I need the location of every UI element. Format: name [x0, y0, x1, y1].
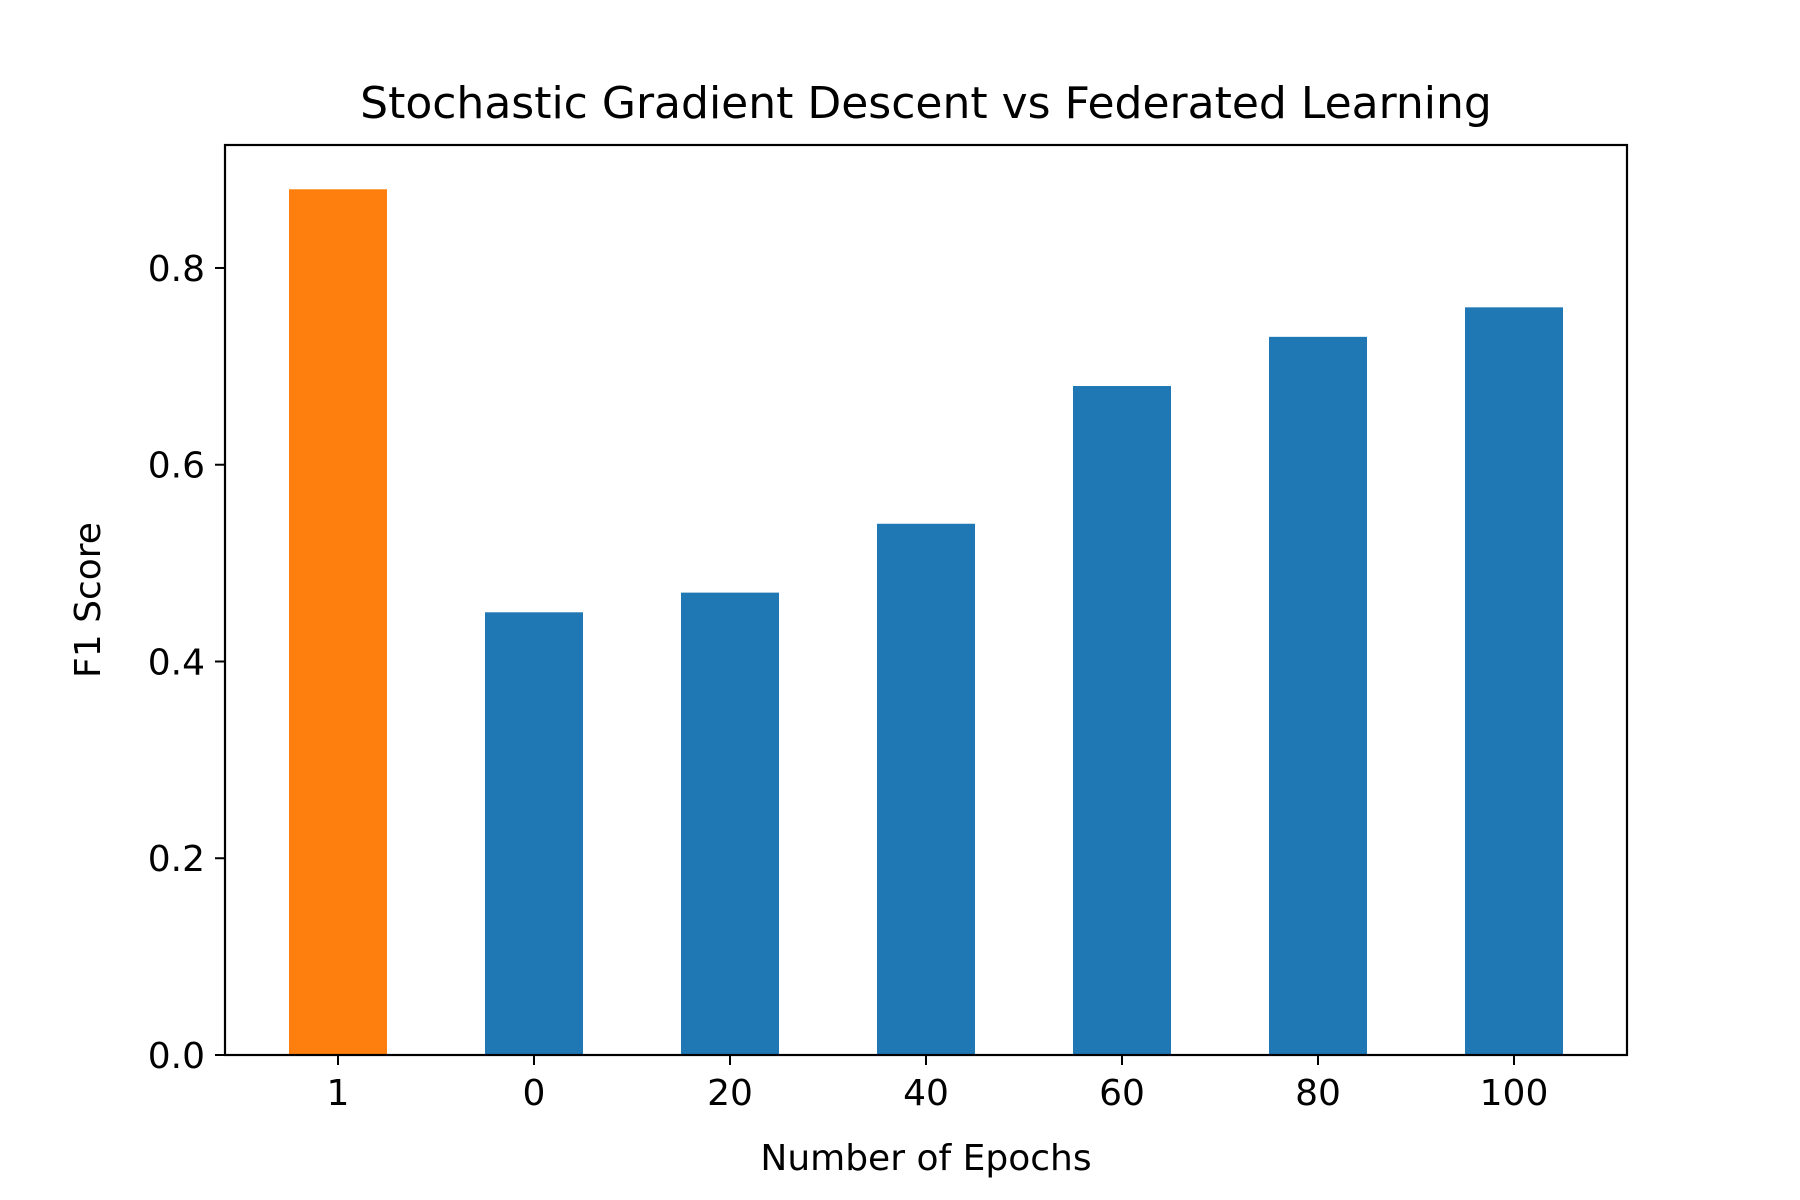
bar-1 [289, 189, 387, 1055]
bar-40 [877, 523, 975, 1055]
y-tick-label: 0.6 [148, 446, 205, 487]
bar-0 [485, 612, 583, 1055]
bars [289, 189, 1563, 1055]
x-axis: 1 0 20 40 60 80 100 [327, 1055, 1549, 1114]
x-tick-label: 100 [1480, 1073, 1549, 1114]
x-tick-label: 80 [1295, 1073, 1341, 1114]
x-tick-label: 40 [903, 1073, 949, 1114]
bar-100 [1465, 307, 1563, 1055]
x-tick-label: 0 [523, 1073, 546, 1114]
bar-60 [1073, 386, 1171, 1055]
x-tick-label: 60 [1099, 1073, 1145, 1114]
x-axis-label: Number of Epochs [760, 1138, 1091, 1179]
y-axis-label: F1 Score [68, 522, 109, 678]
plot-area [223, 143, 1629, 1057]
x-tick-label: 1 [327, 1073, 350, 1114]
x-tick-label: 20 [707, 1073, 753, 1114]
bar-80 [1269, 336, 1367, 1055]
chart-title: Stochastic Gradient Descent vs Federated… [360, 78, 1492, 129]
bar-20 [681, 592, 779, 1055]
y-tick-label: 0.4 [148, 642, 205, 683]
y-tick-label: 0.8 [148, 249, 205, 290]
y-axis: 0.0 0.2 0.4 0.6 0.8 [148, 249, 225, 1077]
y-tick-label: 0.2 [148, 839, 205, 880]
y-tick-label: 0.0 [148, 1036, 205, 1077]
